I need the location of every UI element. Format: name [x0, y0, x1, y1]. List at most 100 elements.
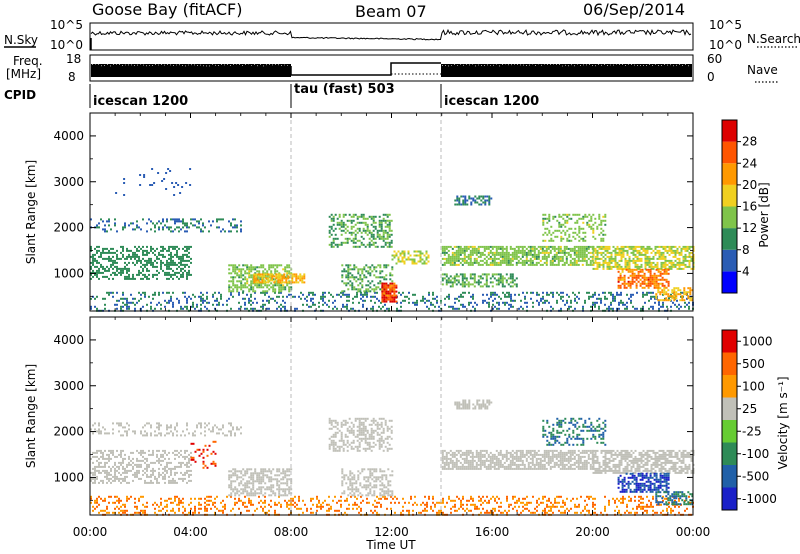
echo-cell: [577, 247, 580, 250]
echo-cell: [363, 276, 366, 279]
freq-left-tick-top: 18: [66, 52, 81, 66]
echo-cell: [491, 251, 494, 254]
echo-cell: [630, 497, 632, 500]
echo-cell: [575, 259, 578, 262]
echo-cell: [291, 275, 294, 278]
echo-cell: [383, 300, 386, 303]
echo-cell: [668, 265, 671, 268]
echo-cell: [447, 257, 450, 260]
echo-cell: [152, 273, 154, 276]
echo-cell: [581, 251, 584, 254]
echo-cell: [648, 265, 651, 268]
echo-cell: [286, 264, 289, 267]
echo-cell: [261, 279, 264, 282]
echo-cell: [186, 263, 188, 266]
echo-cell: [112, 261, 114, 264]
echo-cell: [188, 259, 190, 262]
echo-cell: [234, 284, 237, 287]
echo-cell: [200, 295, 202, 298]
echo-cell: [674, 255, 677, 258]
echo-cell: [186, 255, 188, 258]
echo-cell: [472, 295, 474, 298]
echo-cell: [126, 303, 128, 306]
echo-cell: [288, 507, 290, 510]
echo-cell: [386, 213, 389, 216]
echo-cell: [461, 263, 464, 266]
echo-cell: [580, 217, 583, 220]
echo-cell: [218, 301, 220, 304]
echo-cell: [474, 307, 476, 310]
echo-cell: [477, 263, 480, 266]
echo-cell: [362, 227, 365, 230]
echo-cell: [142, 511, 144, 514]
echo-cell: [148, 475, 150, 478]
echo-cell: [272, 264, 275, 267]
echo-cell: [114, 273, 116, 276]
echo-cell: [444, 303, 446, 306]
echo-cell: [128, 261, 130, 264]
echo-cell: [172, 247, 174, 250]
echo-cell: [670, 263, 673, 266]
echo-cell: [364, 217, 367, 220]
echo-cell: [90, 267, 92, 270]
echo-cell: [451, 253, 454, 256]
echo-cell: [369, 282, 372, 285]
echo-cell: [441, 245, 444, 248]
echo-cell: [351, 282, 354, 285]
echo-cell: [646, 245, 649, 248]
echo-cell: [428, 307, 430, 310]
echo-cell: [568, 235, 571, 238]
echo-cell: [578, 503, 580, 506]
echo-cell: [586, 509, 588, 512]
echo-cell: [632, 247, 635, 250]
echo-cell: [517, 261, 520, 264]
echo-cell: [384, 495, 386, 498]
echo-cell: [336, 501, 338, 504]
echo-cell: [108, 477, 110, 480]
echo-cell: [451, 281, 454, 284]
echo-cell: [236, 272, 239, 275]
echo-cell: [447, 281, 450, 284]
echo-cell: [340, 241, 343, 244]
echo-cell: [383, 294, 386, 297]
echo-cell: [180, 261, 182, 264]
echo-cell: [560, 495, 562, 498]
echo-cell: [288, 293, 290, 296]
echo-cell: [214, 307, 216, 310]
echo-cell: [336, 243, 339, 246]
echo-cell: [632, 253, 635, 256]
echo-cell: [136, 507, 138, 510]
echo-cell: [616, 261, 619, 264]
echo-cell: [116, 269, 118, 272]
echo-cell: [228, 230, 230, 233]
echo-cell: [282, 274, 285, 277]
echo-cell: [312, 303, 314, 306]
echo-cell: [126, 509, 128, 512]
echo-cell: [382, 305, 384, 308]
echo-cell: [108, 251, 110, 254]
echo-cell: [258, 284, 261, 287]
echo-cell: [284, 266, 287, 269]
echo-cell: [658, 307, 660, 310]
echo-cell: [352, 219, 355, 222]
echo-cell: [497, 277, 500, 280]
echo-cell: [655, 282, 658, 285]
echo-cell: [222, 303, 224, 306]
echo-cell: [166, 265, 168, 268]
echo-cell: [460, 195, 463, 198]
echo-cell: [104, 465, 106, 468]
echo-cell: [275, 275, 278, 278]
echo-cell: [545, 247, 548, 250]
echo-cell: [364, 293, 366, 296]
echo-cell: [242, 291, 244, 294]
echo-cell: [320, 503, 322, 506]
echo-cell: [146, 469, 148, 472]
echo-cell: [114, 271, 116, 274]
echo-cell: [647, 276, 650, 279]
echo-cell: [604, 257, 607, 260]
echo-cell: [514, 299, 516, 302]
echo-cell: [170, 299, 172, 302]
echo-cell: [172, 277, 174, 280]
echo-cell: [276, 503, 278, 506]
